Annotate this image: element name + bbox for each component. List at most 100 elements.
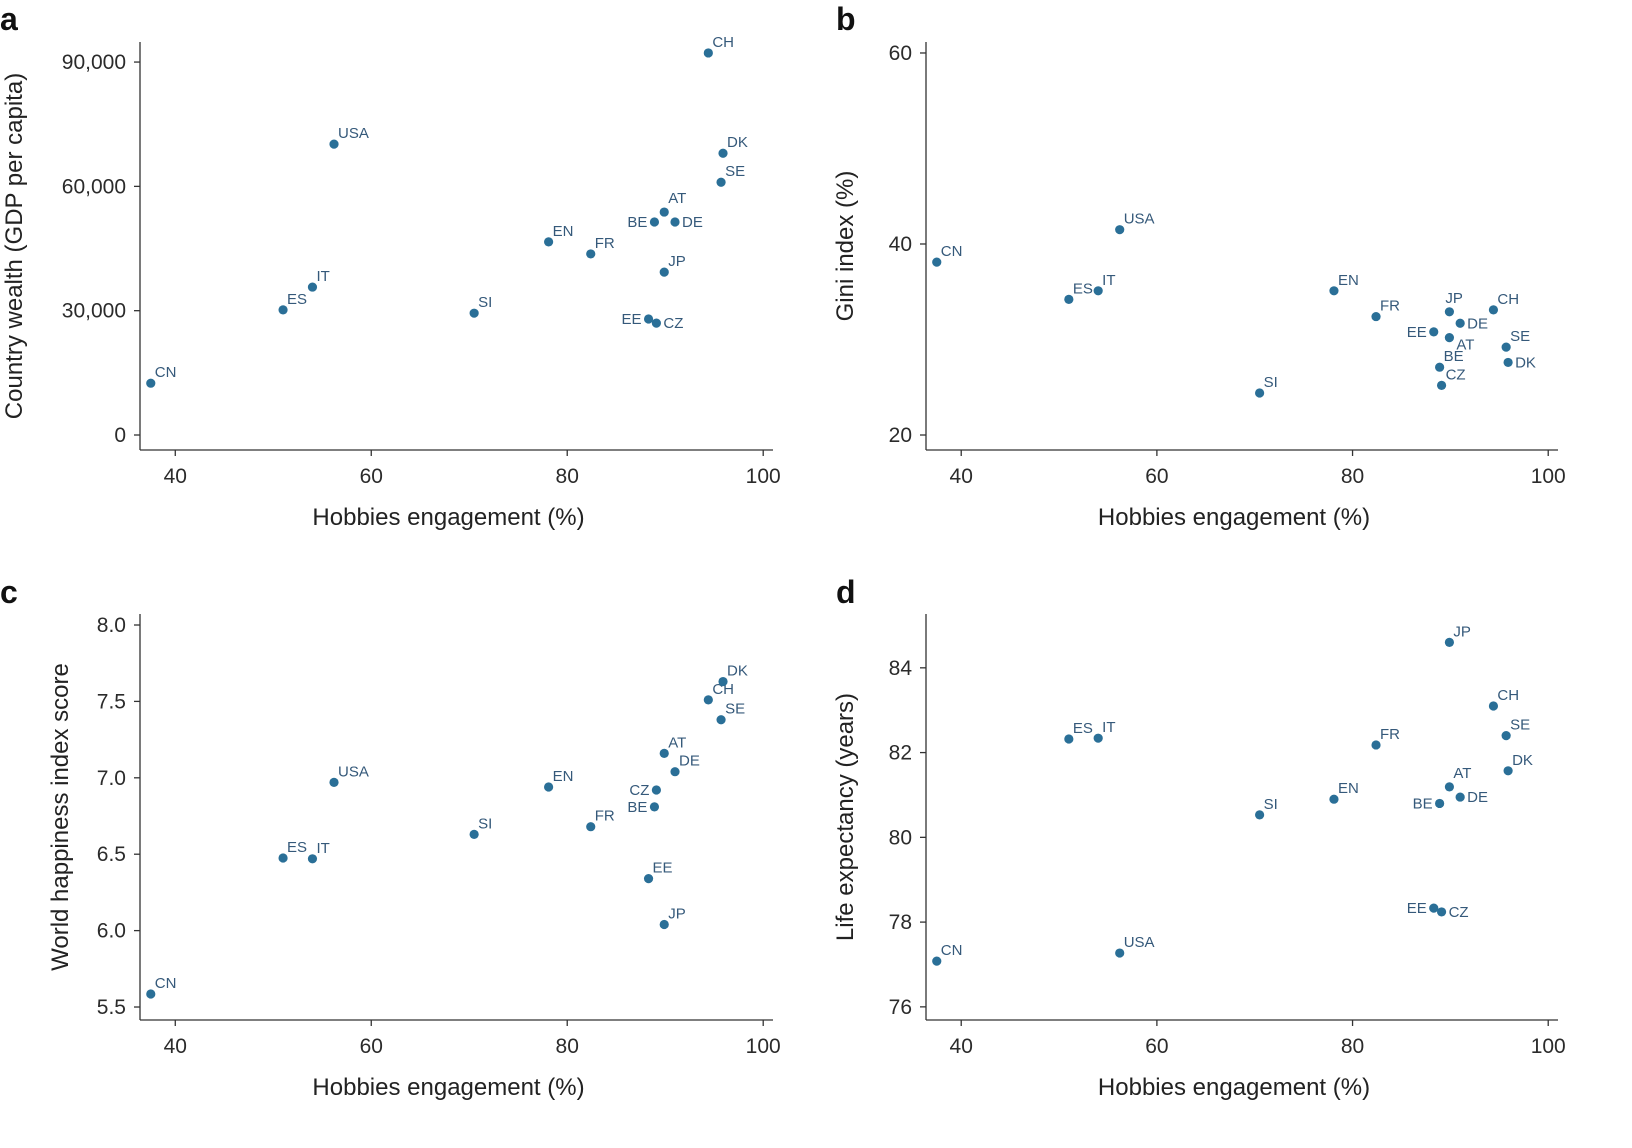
point-label: CZ <box>1449 904 1469 921</box>
y-tick-label: 7.5 <box>97 690 126 713</box>
data-point-it <box>1093 286 1103 296</box>
point-label: EE <box>1407 900 1427 917</box>
data-point-usa <box>329 139 339 149</box>
y-tick-label: 40 <box>889 233 912 256</box>
y-tick-label: 60,000 <box>62 175 126 198</box>
data-point-cz <box>651 785 661 795</box>
y-tick-label: 60 <box>889 42 912 65</box>
data-point-de <box>670 217 680 227</box>
y-tick-label: 82 <box>889 742 912 765</box>
point-label: SI <box>1264 796 1278 813</box>
point-label: EE <box>1407 324 1427 341</box>
data-point-se <box>716 715 726 725</box>
panel-letter: b <box>836 1 856 37</box>
data-point-fr <box>586 822 596 832</box>
point-label: DK <box>727 134 748 151</box>
y-axis-title: World happiness index score <box>47 663 74 971</box>
x-axis-title: Hobbies engagement (%) <box>1098 1074 1370 1101</box>
data-point-dk <box>718 148 728 158</box>
data-point-ee <box>643 314 654 324</box>
point-label: CZ <box>663 315 683 332</box>
x-tick-label: 80 <box>1341 1035 1364 1058</box>
point-label: ES <box>1073 720 1093 737</box>
point-label: CH <box>1497 687 1519 704</box>
point-label: DK <box>727 663 748 680</box>
data-point-cn <box>146 378 156 388</box>
y-axis-title: Life expectancy (years) <box>832 693 859 941</box>
x-tick-label: 60 <box>1145 465 1168 488</box>
point-label: EE <box>653 860 673 877</box>
data-point-si <box>1255 388 1265 398</box>
data-point-de <box>1455 318 1465 328</box>
point-label: FR <box>595 235 615 252</box>
x-tick-label: 80 <box>1341 465 1364 488</box>
y-tick-label: 30,000 <box>62 300 126 323</box>
data-point-ch <box>703 48 713 58</box>
point-label: CH <box>712 34 734 51</box>
data-point-cz <box>1436 380 1447 390</box>
point-label: FR <box>595 808 615 825</box>
point-label: EE <box>622 311 642 328</box>
data-point-at <box>659 748 669 758</box>
data-point-jp <box>659 267 669 277</box>
data-point-si <box>469 829 479 839</box>
y-axis-title: Gini index (%) <box>832 171 859 322</box>
x-tick-label: 100 <box>746 465 781 488</box>
point-label: IT <box>1102 719 1115 736</box>
point-label: CH <box>712 681 734 698</box>
point-label: ES <box>1073 280 1093 297</box>
x-tick-label: 100 <box>1531 465 1566 488</box>
point-label: IT <box>316 268 329 285</box>
point-label: CN <box>941 243 963 260</box>
data-point-cz <box>651 318 661 328</box>
point-label: ES <box>287 291 307 308</box>
x-tick-label: 40 <box>164 1035 187 1058</box>
panel-d: d 40 60 80 100 76 78 80 82 84 Hobbies engagement (… <box>832 574 1566 1101</box>
data-point-ee <box>643 874 654 884</box>
y-tick-label: 90,000 <box>62 51 126 74</box>
point-label: BE <box>627 799 647 816</box>
point-label: DE <box>1467 315 1488 332</box>
data-point-cn <box>932 956 942 966</box>
panel-letter: d <box>836 574 856 610</box>
point-label: DE <box>679 753 700 770</box>
data-point-usa <box>1115 225 1125 235</box>
data-point-fr <box>1371 311 1381 322</box>
data-point-es <box>278 305 288 315</box>
point-label: EN <box>553 768 574 785</box>
data-point-cn <box>932 257 942 267</box>
data-point-se <box>716 177 726 187</box>
point-label: AT <box>1453 765 1471 782</box>
point-label: CZ <box>629 782 649 799</box>
data-point-be <box>1435 798 1445 809</box>
data-point-be <box>649 217 660 227</box>
data-point-es <box>278 853 288 863</box>
x-tick-label: 80 <box>556 1035 579 1058</box>
point-label: BE <box>627 214 647 231</box>
point-label: AT <box>668 734 686 751</box>
y-tick-label: 76 <box>889 996 912 1019</box>
point-label: DE <box>682 214 703 231</box>
data-point-it <box>1093 733 1103 743</box>
y-tick-label: 8.0 <box>97 614 126 637</box>
point-label: EN <box>1338 272 1359 289</box>
x-tick-label: 60 <box>360 1035 383 1058</box>
point-label: AT <box>668 190 686 207</box>
data-point-en <box>1329 794 1339 804</box>
x-tick-label: 80 <box>556 465 579 488</box>
point-label: BE <box>1444 348 1464 365</box>
data-point-jp <box>1444 307 1455 317</box>
point-label: SE <box>1510 717 1530 734</box>
data-point-it <box>307 282 318 292</box>
data-point-fr <box>1371 740 1381 750</box>
point-label: IT <box>316 840 329 857</box>
data-point-en <box>544 237 554 247</box>
data-point-at <box>1444 332 1455 343</box>
y-tick-label: 5.5 <box>97 996 126 1019</box>
point-label: USA <box>1124 211 1155 228</box>
data-point-jp <box>659 919 669 930</box>
point-label: SE <box>1510 328 1530 345</box>
x-tick-label: 40 <box>164 465 187 488</box>
y-tick-label: 80 <box>889 826 912 849</box>
